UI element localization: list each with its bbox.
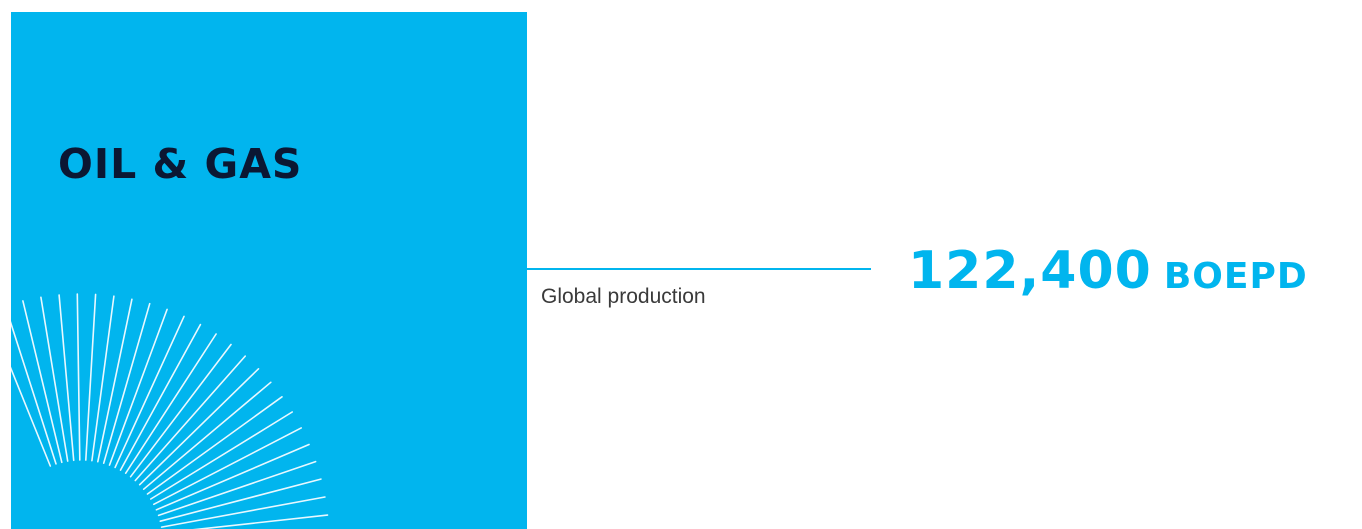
sunburst-ray: [11, 320, 57, 465]
sunburst-ray: [138, 367, 260, 486]
category-title: OIL & GAS: [58, 140, 303, 188]
sunburst-graphic: [11, 293, 329, 529]
sunburst-ray: [134, 355, 246, 482]
sunburst-ray: [155, 443, 310, 511]
sunburst-ray: [11, 366, 52, 467]
sunburst-ray: [157, 460, 317, 517]
divider-line: [527, 268, 871, 270]
sunburst-ray: [22, 300, 63, 464]
metric-value: 122,400 BOEPD: [908, 236, 1308, 318]
sunburst-ray: [150, 411, 294, 500]
sunburst-ray: [124, 333, 217, 475]
sunburst-ray: [85, 293, 97, 461]
sunburst-ray: [192, 514, 329, 529]
sunburst-ray: [142, 381, 272, 491]
sunburst-ray: [153, 427, 303, 506]
sunburst-ray: [119, 323, 202, 471]
sunburst-ray: [97, 298, 133, 463]
sunburst-ray: [160, 496, 326, 528]
metric-label: Global production: [541, 285, 706, 308]
sunburst-ray: [146, 395, 283, 495]
sunburst-ray: [108, 308, 168, 466]
metric-number: 122,400: [908, 241, 1152, 301]
sunburst-ray: [91, 295, 115, 462]
sunburst-ray: [76, 293, 81, 461]
sunburst-ray: [40, 296, 69, 462]
sunburst-ray: [102, 302, 151, 465]
sunburst-ray: [58, 294, 75, 462]
sunburst-ray: [129, 343, 232, 478]
sunburst-ray: [114, 315, 185, 469]
category-panel: OIL & GAS: [11, 12, 527, 529]
metric-unit: BOEPD: [1163, 256, 1308, 297]
sunburst-ray: [159, 478, 322, 523]
